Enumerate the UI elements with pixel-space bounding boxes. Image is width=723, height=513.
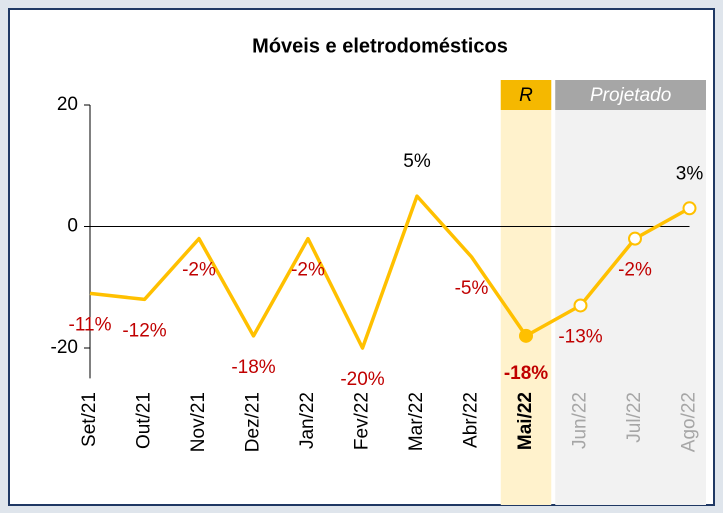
marker [573,298,588,313]
y-tick-label: -20 [51,337,78,358]
marker [628,231,642,246]
data-label: -2% [291,260,325,281]
band-fill [500,80,552,505]
data-label: -12% [122,320,166,341]
x-tick-label: Nov/21 [188,392,209,452]
band-header [500,80,552,110]
x-tick-label: Mar/22 [406,392,427,451]
marker [682,201,697,216]
x-tick-label: Jan/22 [297,392,318,449]
data-label: -2% [182,260,216,281]
data-label: -18% [504,363,548,384]
marker [519,328,533,343]
x-tick-label: Set/21 [79,392,100,447]
band-header [555,80,706,110]
data-label: 5% [403,151,431,172]
data-label: -18% [231,357,275,378]
data-label: -20% [340,369,384,390]
x-tick-label: Fev/22 [352,392,373,450]
y-tick-label: 20 [57,94,78,115]
line [89,194,691,350]
x-tick-label: Dez/21 [243,392,264,452]
y-tick-label: 0 [67,216,78,237]
band-label: Projetado [590,85,671,106]
x-tick-label: Ago/22 [679,392,700,452]
data-label: -11% [69,314,112,335]
chart-title: Móveis e eletrodomésticos [252,35,508,57]
x-tick-label: Jun/22 [570,392,591,449]
band-label: R [519,85,533,106]
x-tick-label: Out/21 [134,392,155,449]
band-fill [555,80,706,505]
data-label: -2% [618,260,652,281]
data-label: -13% [558,326,602,347]
x-tick-label: Mai/22 [515,392,536,450]
x-tick-label: Abr/22 [461,392,482,448]
data-label: -5% [455,278,489,299]
x-tick-label: Jul/22 [624,392,645,443]
data-label: 3% [676,163,704,184]
